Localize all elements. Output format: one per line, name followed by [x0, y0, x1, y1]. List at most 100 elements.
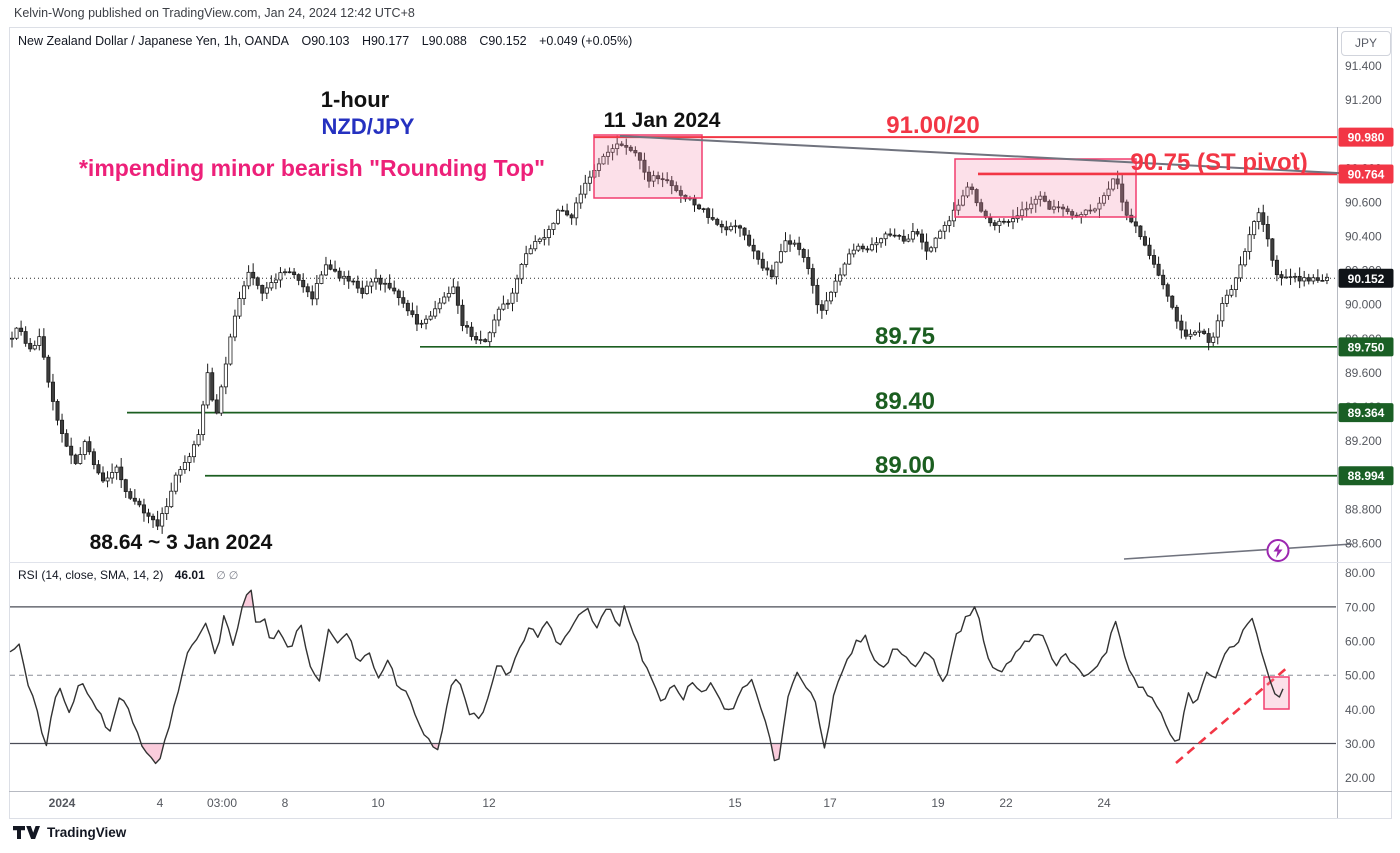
- candle: [428, 311, 433, 321]
- candle: [569, 213, 574, 225]
- candle: [342, 271, 347, 285]
- candle: [1138, 225, 1143, 240]
- candle: [28, 338, 33, 352]
- candle: [565, 203, 570, 217]
- candle: [424, 315, 429, 330]
- candle: [960, 189, 965, 207]
- candle: [1001, 218, 1006, 225]
- candle: [738, 224, 743, 237]
- rsi-value: 46.01: [174, 568, 205, 582]
- price-badge-89.364: 89.364: [1338, 403, 1394, 423]
- time-axis-separator[interactable]: [9, 791, 1392, 792]
- candle: [897, 234, 902, 240]
- candle: [1056, 200, 1061, 213]
- tradingview-logo-icon: [13, 825, 40, 839]
- candle: [747, 230, 752, 248]
- symbol-title: New Zealand Dollar / Japanese Yen, 1h, O…: [18, 34, 289, 48]
- price-axis-separator[interactable]: [1337, 27, 1338, 818]
- price-tick: 90.000: [1345, 298, 1382, 312]
- candle: [228, 333, 233, 366]
- price-badge-90.152: 90.152: [1338, 268, 1394, 288]
- rsi-indicator-legend[interactable]: RSI (14, close, SMA, 14, 2) 46.01 ∅ ∅: [18, 568, 238, 582]
- time-tick: 17: [823, 796, 837, 810]
- price-tick: 91.200: [1345, 93, 1382, 107]
- candle: [483, 338, 488, 343]
- rsi-tick: 60.00: [1345, 635, 1375, 649]
- candle: [551, 222, 556, 236]
- level-label-support-89.00: 89.00: [875, 452, 935, 479]
- candle: [1188, 329, 1193, 340]
- candle: [442, 292, 447, 305]
- time-tick: 8: [282, 796, 289, 810]
- candle: [492, 314, 497, 338]
- highlight-boxes[interactable]: [593, 134, 1137, 218]
- candle: [1011, 209, 1016, 230]
- candle: [733, 219, 738, 234]
- candle: [178, 466, 183, 483]
- candle: [78, 447, 83, 465]
- candle: [223, 356, 228, 395]
- candle: [537, 237, 542, 245]
- candle: [1252, 220, 1257, 239]
- candle: [874, 237, 879, 253]
- candle: [965, 182, 970, 198]
- lightning-marker-icon[interactable]: [1266, 539, 1290, 562]
- support-level-lines[interactable]: [127, 345, 1337, 477]
- candle: [173, 472, 178, 495]
- rsi-overbought-fill: [242, 590, 625, 607]
- candle: [1083, 209, 1088, 218]
- rounding-top-trendline[interactable]: [619, 135, 1358, 175]
- candle: [656, 171, 661, 185]
- time-axis[interactable]: 2024 4 03:00 8 10 12 15 17 19 22 24: [49, 796, 1111, 810]
- price-badge-90.980: 90.980: [1338, 127, 1394, 147]
- lower-right-trendline[interactable]: [1123, 543, 1353, 560]
- rsi-highlight-box[interactable]: [1263, 676, 1290, 710]
- rsi-line: [9, 589, 1284, 765]
- candle: [1111, 178, 1116, 192]
- candle: [1297, 267, 1302, 289]
- pane-separator[interactable]: [9, 562, 1392, 563]
- candle: [838, 267, 843, 286]
- candle: [1129, 208, 1134, 224]
- ohlc-open: O90.103: [301, 34, 350, 48]
- rounding-top-box-2[interactable]: [954, 158, 1137, 218]
- svg-text:89.364: 89.364: [1348, 406, 1385, 420]
- candle: [396, 288, 401, 306]
- candle: [956, 199, 961, 216]
- candle: [1206, 328, 1211, 351]
- candle: [323, 256, 328, 277]
- candle: [929, 245, 934, 253]
- candle: [1174, 304, 1179, 329]
- candle: [633, 146, 638, 157]
- candle: [1193, 330, 1198, 336]
- price-badge-89.750: 89.750: [1338, 337, 1394, 357]
- candle: [610, 144, 615, 161]
- candle: [596, 157, 601, 177]
- candle: [292, 268, 297, 279]
- currency-toggle-button[interactable]: JPY: [1341, 31, 1391, 56]
- candle: [1006, 219, 1011, 227]
- candle: [606, 145, 611, 165]
- candle: [219, 384, 224, 416]
- text-annotation-1: NZD/JPY: [322, 114, 415, 139]
- rounding-top-box-1[interactable]: [593, 134, 703, 199]
- text-annotation-0: 1-hour: [321, 87, 390, 112]
- candle: [32, 340, 37, 351]
- resistance-level-lines[interactable]: [594, 136, 1337, 176]
- candle: [351, 278, 356, 286]
- price-axis[interactable]: 91.40091.20091.00090.80090.60090.40090.2…: [1338, 59, 1394, 785]
- attribution[interactable]: TradingView: [13, 825, 126, 840]
- candle: [205, 363, 210, 409]
- candle: [628, 145, 633, 153]
- candle: [210, 367, 215, 402]
- candle: [783, 232, 788, 253]
- chart-frame: [9, 27, 1392, 819]
- candle: [1247, 226, 1252, 260]
- candle: [446, 286, 451, 302]
- price-tick: 90.600: [1345, 195, 1382, 209]
- candle: [587, 170, 592, 192]
- rsi-tick: 40.00: [1345, 703, 1375, 717]
- candle: [1142, 230, 1147, 247]
- symbol-header[interactable]: New Zealand Dollar / Japanese Yen, 1h, O…: [18, 34, 641, 48]
